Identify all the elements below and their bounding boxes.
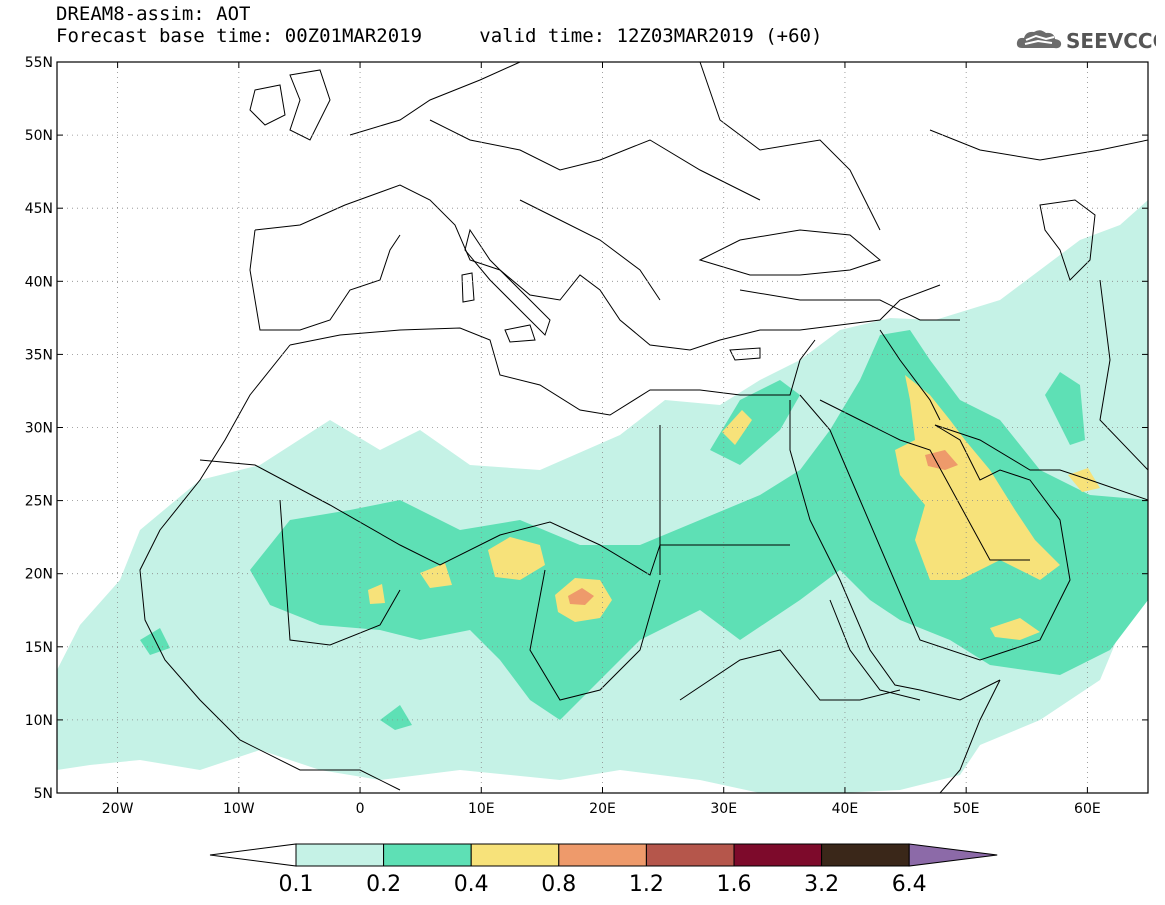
logo-text: SEEVCCC (1066, 29, 1156, 53)
colorbar-min-arrow (209, 843, 297, 867)
border-russia (699, 62, 881, 231)
cloud-logo-icon (1016, 30, 1062, 49)
border-europe-1 (429, 119, 761, 201)
colorbar-swatch (383, 843, 472, 867)
border-sahara (199, 459, 790, 576)
italy (464, 228, 551, 336)
aot-band-0.4-uae (1068, 468, 1100, 492)
aot-band-0.2-sahel (140, 628, 170, 655)
border-niger-chad (529, 569, 661, 701)
lat-label: 55N (25, 55, 53, 71)
border-europe-3 (519, 199, 661, 301)
lon-label: 10E (468, 801, 495, 817)
borders (139, 62, 1148, 793)
lon-label: 30E (710, 801, 737, 817)
lat-label: 10N (25, 713, 53, 729)
lat-label: 40N (25, 274, 53, 290)
lat-label: 25N (25, 494, 53, 510)
lat-label: 20N (25, 567, 53, 583)
ireland (249, 84, 286, 126)
border-east-africa (679, 649, 901, 701)
lat-label: 50N (25, 128, 53, 144)
coastline-persian-gulf (934, 424, 1148, 501)
aot-band-0.2-westafrica (380, 705, 412, 730)
coastline-west-africa (139, 344, 401, 791)
lon-label: 10W (223, 801, 255, 817)
coastline-arabia (799, 394, 1071, 661)
british-isles (289, 69, 331, 141)
coastline-east-africa (939, 679, 1001, 793)
base-time: Forecast base time: 00Z01MAR2019 (56, 25, 423, 47)
colorbar-label: 1.6 (717, 872, 752, 897)
lon-label: 50E (953, 801, 980, 817)
colorbar-label: 0.4 (454, 872, 489, 897)
colorbar-label: 0.2 (366, 872, 401, 897)
coastline-europe (254, 184, 941, 351)
border-saudi (819, 399, 1030, 561)
time-info: Forecast base time: 00Z01MAR2019 valid t… (56, 26, 822, 46)
lon-label: 20E (589, 801, 616, 817)
colorbar-max-arrow (908, 843, 998, 867)
coastline-iberia (249, 229, 401, 331)
aot-band-0.2-gulf (1045, 372, 1085, 445)
colorbar-swatch (645, 843, 735, 867)
lon-label: 60E (1074, 801, 1101, 817)
lat-label: 45N (25, 201, 53, 217)
aot-contours (57, 200, 1148, 793)
seevccc-logo: SEEVCCC (1016, 29, 1156, 53)
colorbar-label: 0.8 (541, 872, 576, 897)
aot-band-0.4-niger (420, 563, 452, 588)
aot-band-0.4-mali (368, 584, 385, 604)
lon-label: 0 (356, 801, 365, 817)
colorbar-label: 6.4 (892, 872, 927, 897)
coastline-caspian (1039, 199, 1096, 281)
graticule (57, 62, 1148, 793)
aot-band-0.8-chad (568, 588, 594, 605)
lon-label: 20W (102, 801, 134, 817)
colorbar-label: 0.1 (279, 872, 314, 897)
colorbar-swatch (295, 843, 385, 867)
border-iran-east (1099, 279, 1148, 471)
lat-label: 35N (25, 347, 53, 363)
border-central-asia (929, 129, 1148, 161)
colorbar-label: 3.2 (804, 872, 839, 897)
colorbar-swatch (558, 843, 647, 867)
lat-label: 15N (25, 640, 53, 656)
colorbar-label: 1.2 (629, 872, 664, 897)
lat-label: 5N (34, 786, 53, 802)
sicily (504, 324, 536, 343)
map-title: DREAM8-assim: AOT (56, 3, 251, 25)
border-horn (829, 599, 921, 701)
border-mali (279, 499, 401, 646)
coastline-north-africa (289, 327, 816, 416)
border-europe-2 (349, 62, 521, 136)
coastline-red-sea (789, 400, 1001, 701)
border-iraq-iran (879, 329, 941, 421)
colorbar: 0.1 0.2 0.4 0.8 1.2 1.6 3.2 6.4 (209, 843, 998, 897)
colorbar-swatch (733, 843, 823, 867)
aot-band-0.4-oman (990, 618, 1040, 640)
colorbar-swatch (821, 843, 910, 867)
axis-ticks: 55N 50N 45N 40N 35N 30N 25N 20N 15N 10N 5N 20W 10W 0 1… (25, 55, 1148, 817)
valid-time: valid time: 12Z03MAR2019 (+60) (479, 25, 823, 47)
sardinia (461, 272, 475, 303)
coastline-black-sea (698, 229, 882, 276)
aot-band-0.2-north (710, 380, 800, 465)
aot-band-0.4-libya (488, 537, 545, 580)
colorbar-swatch (470, 843, 560, 867)
lon-label: 40E (832, 801, 859, 817)
cyprus (729, 347, 761, 361)
lat-label: 30N (25, 421, 53, 437)
border-turkey (739, 289, 960, 321)
